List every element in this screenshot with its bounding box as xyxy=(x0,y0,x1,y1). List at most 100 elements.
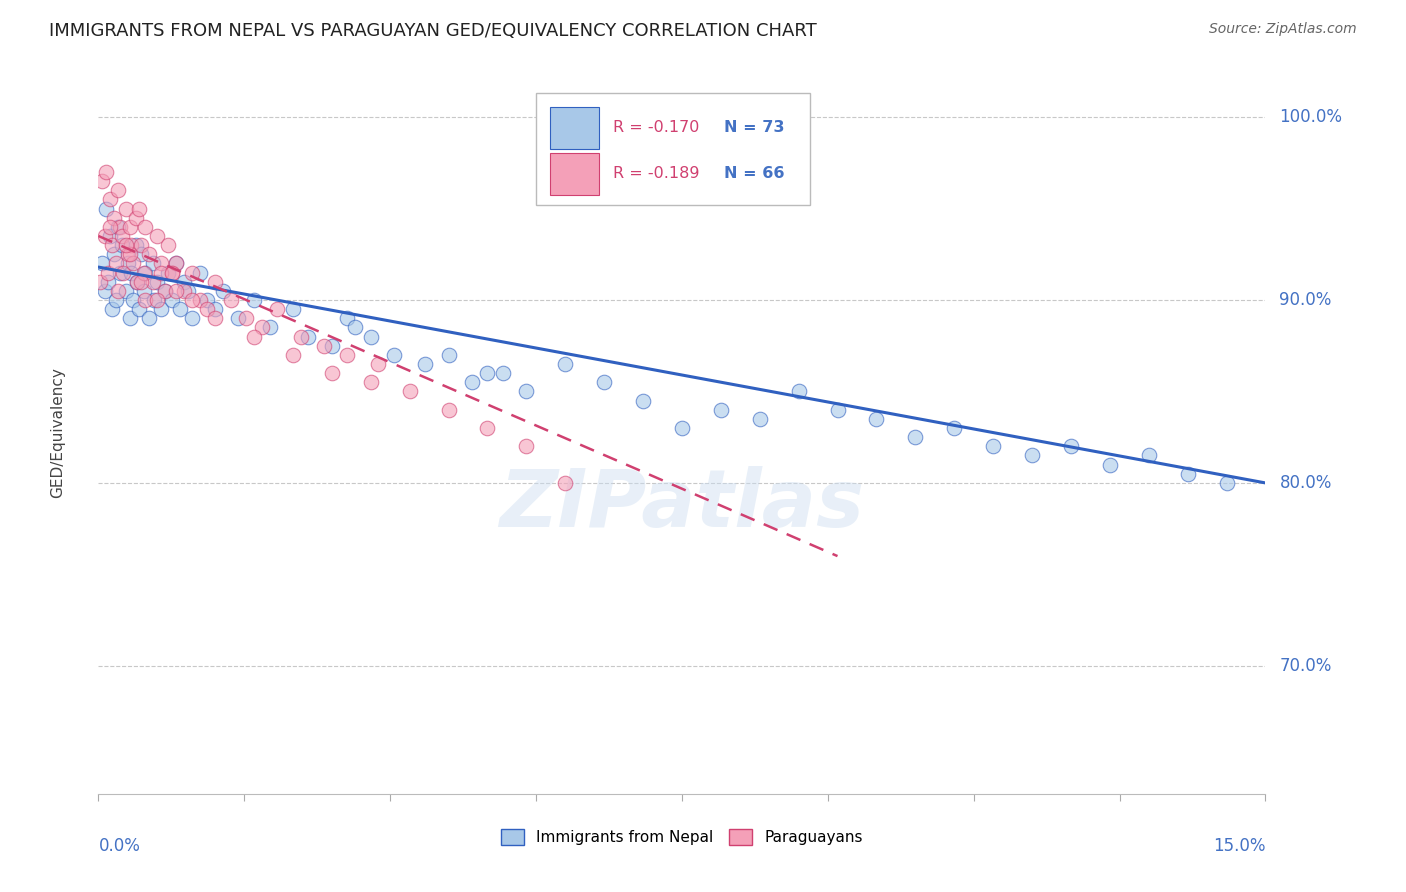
Point xyxy=(132,266,155,280)
Point xyxy=(93,229,115,244)
Point xyxy=(146,229,169,244)
Text: 80.0%: 80.0% xyxy=(1279,474,1331,491)
Point xyxy=(204,275,226,289)
Point xyxy=(157,266,180,280)
Point xyxy=(114,238,136,252)
Point xyxy=(188,266,211,280)
Point xyxy=(142,256,165,270)
Point xyxy=(108,266,131,280)
Point xyxy=(204,311,226,326)
Point xyxy=(195,293,218,307)
Point xyxy=(129,238,152,252)
Point xyxy=(98,229,121,244)
Point xyxy=(477,366,499,380)
Point xyxy=(96,165,118,179)
Point xyxy=(114,284,136,298)
Text: 70.0%: 70.0% xyxy=(1279,657,1331,675)
Point xyxy=(97,275,120,289)
Text: 0.0%: 0.0% xyxy=(98,838,141,855)
Point xyxy=(98,193,121,207)
Point xyxy=(671,421,693,435)
Point xyxy=(1177,467,1199,481)
Point xyxy=(360,329,382,343)
Point xyxy=(865,412,887,426)
Point xyxy=(173,284,195,298)
Point xyxy=(97,266,120,280)
Point xyxy=(125,238,148,252)
Text: 100.0%: 100.0% xyxy=(1279,108,1343,126)
Point xyxy=(312,339,335,353)
Point xyxy=(165,256,187,270)
Point xyxy=(153,284,176,298)
Point xyxy=(128,202,150,216)
Point xyxy=(204,302,226,317)
Point xyxy=(281,348,304,362)
Point xyxy=(117,247,139,261)
Point xyxy=(461,376,484,390)
Point xyxy=(127,275,149,289)
Point xyxy=(149,302,172,317)
FancyBboxPatch shape xyxy=(550,153,599,195)
Point xyxy=(477,421,499,435)
Point xyxy=(336,311,359,326)
Point xyxy=(162,266,184,280)
Point xyxy=(103,211,125,225)
Point xyxy=(165,256,187,270)
Point xyxy=(129,275,152,289)
Point xyxy=(1060,439,1083,453)
Text: ZIPatlas: ZIPatlas xyxy=(499,466,865,544)
Point xyxy=(437,402,460,417)
Point xyxy=(360,376,382,390)
Point xyxy=(195,302,218,317)
Point xyxy=(367,357,389,371)
Point xyxy=(554,357,576,371)
Point xyxy=(177,284,200,298)
Text: R = -0.170: R = -0.170 xyxy=(613,120,714,136)
Point xyxy=(1137,449,1160,463)
Point xyxy=(117,256,139,270)
Point xyxy=(710,402,733,417)
Point xyxy=(297,329,319,343)
Point xyxy=(382,348,405,362)
Point xyxy=(107,219,129,234)
Point xyxy=(904,430,927,444)
Point xyxy=(212,284,235,298)
Point xyxy=(1098,458,1121,472)
Point xyxy=(165,284,187,298)
Point xyxy=(1021,449,1043,463)
Point xyxy=(180,293,202,307)
Point xyxy=(250,320,273,334)
Point xyxy=(129,247,152,261)
Point xyxy=(149,266,172,280)
Point xyxy=(122,293,145,307)
Text: Source: ZipAtlas.com: Source: ZipAtlas.com xyxy=(1209,22,1357,37)
Point xyxy=(981,439,1004,453)
Point xyxy=(169,302,191,317)
Point xyxy=(336,348,359,362)
Point xyxy=(162,266,184,280)
Point xyxy=(515,439,537,453)
Point xyxy=(787,384,810,399)
Text: R = -0.189: R = -0.189 xyxy=(613,167,714,181)
Point xyxy=(98,219,121,234)
Point xyxy=(157,238,180,252)
Point xyxy=(127,275,149,289)
Point xyxy=(138,247,160,261)
Point xyxy=(188,293,211,307)
Point xyxy=(107,183,129,197)
Point xyxy=(114,202,136,216)
Point xyxy=(93,284,115,298)
Point xyxy=(103,247,125,261)
Text: IMMIGRANTS FROM NEPAL VS PARAGUAYAN GED/EQUIVALENCY CORRELATION CHART: IMMIGRANTS FROM NEPAL VS PARAGUAYAN GED/… xyxy=(49,22,817,40)
Point xyxy=(162,293,184,307)
Point xyxy=(134,293,156,307)
FancyBboxPatch shape xyxy=(536,93,810,205)
Point xyxy=(111,238,134,252)
Point xyxy=(321,366,343,380)
Point xyxy=(104,293,127,307)
Point xyxy=(827,402,849,417)
Point xyxy=(259,320,281,334)
Point xyxy=(219,293,242,307)
Point xyxy=(120,238,142,252)
Point xyxy=(125,211,148,225)
